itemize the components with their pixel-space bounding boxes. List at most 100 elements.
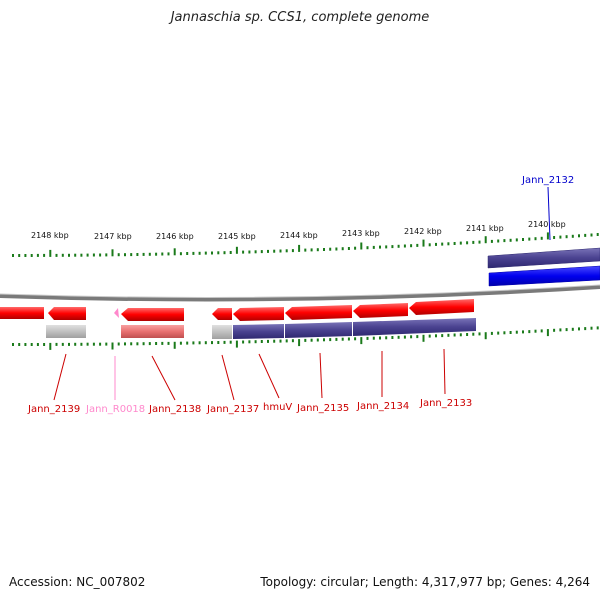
minor-tick: [30, 343, 33, 346]
minor-tick: [379, 336, 381, 340]
minor-tick: [68, 253, 70, 257]
minor-tick: [24, 343, 27, 346]
gene-arrow-hmuV[interactable]: [233, 307, 284, 321]
gene-arrow-Jann_2135[interactable]: [285, 305, 352, 320]
minor-tick: [198, 341, 201, 345]
major-tick: [49, 249, 52, 257]
minor-tick: [124, 253, 126, 257]
minor-tick: [571, 234, 574, 238]
major-tick: [298, 244, 301, 252]
minor-tick: [571, 327, 574, 331]
minor-tick: [515, 238, 518, 242]
minor-tick: [242, 250, 245, 254]
minor-tick: [503, 331, 506, 335]
minor-tick: [217, 341, 220, 344]
minor-tick: [229, 340, 232, 344]
minor-tick: [385, 245, 388, 249]
minor-tick: [366, 246, 369, 250]
minor-tick: [416, 243, 419, 247]
minor-tick: [528, 237, 531, 241]
minor-tick: [279, 249, 282, 253]
minor-tick: [142, 252, 145, 256]
minor-tick: [285, 339, 288, 343]
gene-label-hmuV[interactable]: hmuV: [263, 402, 292, 413]
major-tick: [360, 242, 363, 250]
minor-tick: [354, 337, 357, 341]
minor-tick: [366, 336, 369, 340]
minor-tick: [36, 253, 39, 257]
gene-arrow-Jann_2139[interactable]: [48, 307, 86, 320]
minor-tick: [61, 253, 64, 257]
tick-label: 2145 kbp: [218, 232, 256, 241]
accession-text: Accession: NC_007802: [9, 575, 146, 589]
minor-tick: [310, 248, 313, 252]
minor-tick: [596, 233, 599, 236]
minor-tick: [179, 341, 182, 345]
minor-tick: [223, 340, 226, 344]
major-tick: [484, 236, 487, 244]
minor-tick: [397, 244, 400, 248]
gene-labels: Jann_2139 Jann_R0018 Jann_2138 Jann_2137…: [27, 175, 574, 415]
minor-tick: [472, 240, 475, 244]
minor-tick: [472, 332, 475, 336]
minor-tick: [316, 338, 319, 342]
minor-tick: [92, 342, 95, 346]
minor-tick: [36, 343, 39, 346]
minor-tick: [379, 245, 381, 249]
minor-tick: [254, 250, 257, 254]
minor-tick: [211, 341, 213, 345]
minor-tick: [192, 341, 195, 345]
minor-tick: [155, 342, 158, 345]
gene-label-Jann_R0018[interactable]: Jann_R0018: [85, 404, 145, 415]
gene-label-Jann_2132[interactable]: Jann_2132: [521, 175, 574, 186]
minor-tick: [540, 236, 543, 240]
minor-tick: [323, 248, 325, 251]
gene-label-Jann_2133[interactable]: Jann_2133: [419, 398, 472, 409]
gene-label-Jann_2139[interactable]: Jann_2139: [27, 404, 80, 415]
minor-tick: [167, 341, 170, 345]
minor-tick: [323, 338, 325, 342]
minor-tick: [267, 339, 269, 343]
minor-tick: [335, 337, 338, 341]
minor-tick: [12, 254, 14, 257]
minor-tick: [441, 242, 444, 246]
minor-tick: [204, 251, 207, 255]
minor-tick: [161, 252, 164, 256]
minor-tick: [453, 242, 456, 245]
gene-label-Jann_2138[interactable]: Jann_2138: [148, 404, 201, 415]
minor-tick: [459, 241, 462, 245]
gene-arrow-Jann_2133[interactable]: [409, 299, 474, 315]
minor-tick: [497, 331, 500, 335]
gene-label-Jann_2135[interactable]: Jann_2135: [296, 403, 349, 414]
minor-tick: [435, 242, 437, 246]
minor-tick: [291, 339, 294, 343]
gene-arrow-Jann_2134[interactable]: [353, 303, 408, 318]
minor-tick: [204, 341, 207, 345]
minor-tick: [105, 342, 108, 346]
minor-tick: [385, 336, 388, 340]
protein-bars: [46, 318, 476, 339]
gene-label-Jann_2134[interactable]: Jann_2134: [356, 401, 409, 412]
minor-tick: [590, 326, 593, 330]
gene-arrow-Jann_R0018[interactable]: [114, 308, 119, 318]
minor-tick: [329, 247, 332, 251]
minor-tick: [416, 335, 419, 339]
minor-tick: [490, 239, 493, 243]
minor-tick: [584, 327, 587, 331]
gene-label-Jann_2137[interactable]: Jann_2137: [206, 404, 259, 415]
gene-arrow-Jann_2138[interactable]: [121, 308, 184, 321]
gene-arrow-Jann_2137[interactable]: [212, 308, 232, 320]
minor-tick: [565, 328, 568, 332]
minor-tick: [18, 343, 21, 346]
gene-Jann_2132-bars[interactable]: [487, 247, 600, 287]
minor-tick: [99, 342, 102, 346]
minor-tick: [24, 254, 27, 257]
tick-label: 2147 kbp: [94, 232, 132, 241]
minor-tick: [347, 337, 350, 341]
minor-tick: [291, 249, 294, 253]
minor-tick: [267, 249, 269, 253]
minor-tick: [43, 253, 46, 257]
minor-tick: [130, 342, 133, 346]
minor-tick: [347, 247, 350, 250]
gene-arrow-Jann_2139a[interactable]: [0, 307, 44, 319]
